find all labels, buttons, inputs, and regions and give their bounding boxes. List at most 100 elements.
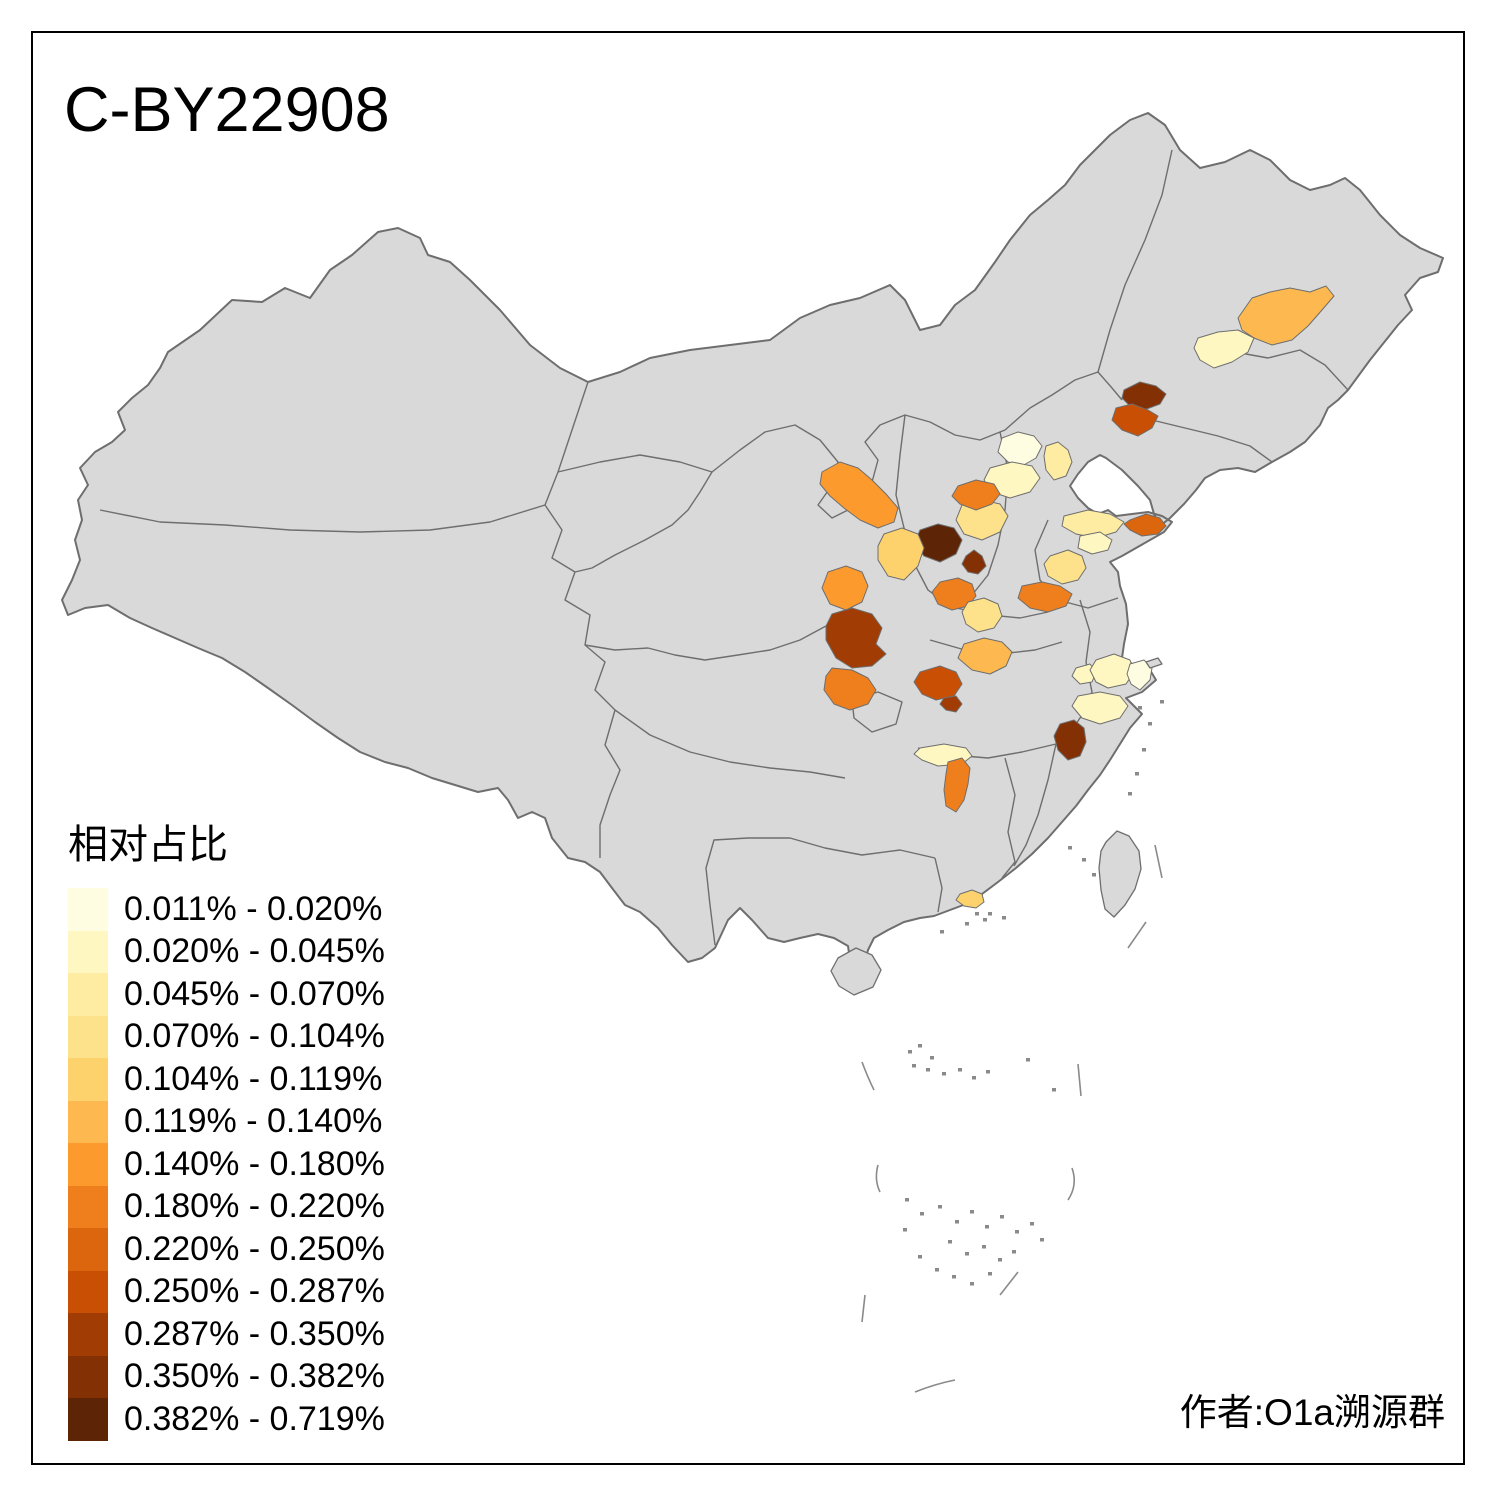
- region-liaoning-b: [1111, 403, 1159, 437]
- sea-islet-dot: [930, 1056, 934, 1060]
- region-zhejiang-north: [1071, 691, 1129, 725]
- legend-label: 0.140% - 0.180%: [124, 1144, 385, 1183]
- legend-swatch: [68, 888, 108, 931]
- sea-islet-dot: [998, 1258, 1002, 1262]
- legend-label: 0.250% - 0.287%: [124, 1272, 385, 1311]
- sea-islet-dot: [935, 1268, 939, 1272]
- sea-islet-dot: [982, 1245, 986, 1249]
- region-shandong-b: [1077, 531, 1113, 555]
- region-shaanxi-mid: [877, 527, 925, 581]
- sea-islet-dot: [965, 1252, 969, 1256]
- region-northeast-b: [1193, 329, 1255, 369]
- legend-row: 0.180% - 0.220%: [68, 1185, 385, 1228]
- sea-islet-dot: [1030, 1222, 1034, 1226]
- sea-islet-dot: [1082, 858, 1086, 862]
- island: [1145, 657, 1163, 669]
- region-shaanxi-south: [823, 667, 877, 711]
- legend-row: 0.287% - 0.350%: [68, 1313, 385, 1356]
- map-landmass-group: [61, 112, 1444, 975]
- sea-islet-dot: [970, 1282, 974, 1286]
- region-liaoning-a: [1121, 381, 1167, 411]
- province-border: [934, 857, 943, 913]
- legend-label: 0.382% - 0.719%: [124, 1399, 385, 1438]
- legend-label: 0.020% - 0.045%: [124, 932, 385, 971]
- province-border: [557, 454, 713, 573]
- province-border: [544, 381, 589, 506]
- sea-islet-dot: [958, 1068, 962, 1072]
- sea-islet-dot: [1068, 846, 1072, 850]
- map-islands-group: [830, 657, 1163, 996]
- province-border: [711, 371, 1123, 519]
- legend-label: 0.045% - 0.070%: [124, 974, 385, 1013]
- region-shaanxi-southwest: [825, 607, 887, 669]
- sea-boundary-dash: [875, 1164, 881, 1193]
- region-northeast-a: [1237, 285, 1335, 346]
- region-jiangsu-south: [1089, 653, 1135, 689]
- province-border: [1013, 743, 1057, 867]
- sea-islet-dot: [985, 1225, 989, 1229]
- sea-islet-dot: [1160, 700, 1164, 704]
- sea-islet-dot: [952, 1275, 956, 1279]
- map-province-borders-group: [99, 149, 1349, 946]
- sea-islet-dot: [988, 912, 992, 916]
- sea-boundary-dash: [861, 1061, 875, 1091]
- sea-islet-dot: [1040, 1238, 1044, 1242]
- china-outline: [61, 112, 1444, 975]
- sea-boundary-dash: [999, 1271, 1019, 1296]
- sea-islet-dot: [1026, 1058, 1030, 1062]
- region-shandong-c: [1043, 549, 1087, 585]
- legend-swatch: [68, 1228, 108, 1271]
- legend-label: 0.180% - 0.220%: [124, 1187, 385, 1226]
- province-border: [705, 837, 790, 946]
- sea-boundary-dash: [861, 1294, 866, 1323]
- region-hubei-small: [939, 695, 963, 713]
- sea-islet-dot: [942, 1072, 946, 1076]
- region-tianjin: [1043, 441, 1073, 481]
- legend-row: 0.011% - 0.020%: [68, 888, 385, 931]
- sea-islet-dot: [1012, 1250, 1016, 1254]
- legend-label: 0.104% - 0.119%: [124, 1059, 383, 1098]
- legend-row: 0.070% - 0.104%: [68, 1015, 385, 1058]
- sea-islet-dot: [938, 1205, 942, 1209]
- legend-row: 0.350% - 0.382%: [68, 1355, 385, 1398]
- region-shaanxi-north: [819, 461, 899, 529]
- sea-islet-dot: [972, 1076, 976, 1080]
- attribution: 作者:O1a溯源群: [1179, 1392, 1445, 1433]
- legend-label: 0.119% - 0.140%: [124, 1102, 383, 1141]
- sea-islet-dot: [908, 1050, 912, 1054]
- sea-islet-dot: [912, 1064, 916, 1068]
- sea-islet-dot: [1148, 722, 1152, 726]
- sea-islet-dot: [1092, 873, 1096, 877]
- sea-islet-dot: [1000, 1215, 1004, 1219]
- region-beijing: [997, 431, 1043, 467]
- legend-swatch: [68, 1015, 108, 1058]
- legend-row: 0.220% - 0.250%: [68, 1228, 385, 1271]
- region-henan-east: [1017, 581, 1073, 613]
- map-sea-marks-group: [861, 700, 1164, 1393]
- sea-islet-dot: [920, 1212, 924, 1216]
- legend-label: 0.350% - 0.382%: [124, 1357, 385, 1396]
- region-shanghai: [1126, 659, 1153, 691]
- sea-islet-dot: [1015, 1230, 1019, 1234]
- region-anhui-south: [1071, 663, 1097, 685]
- province-border: [544, 504, 621, 858]
- legend-row: 0.382% - 0.719%: [68, 1398, 385, 1441]
- legend-swatch: [68, 1143, 108, 1186]
- legend-row: 0.020% - 0.045%: [68, 930, 385, 973]
- legend-row: 0.140% - 0.180%: [68, 1143, 385, 1186]
- region-henan-south: [957, 637, 1013, 675]
- legend-title: 相对占比: [68, 823, 228, 867]
- legend-row: 0.119% - 0.140%: [68, 1100, 385, 1143]
- sea-islet-dot: [970, 1210, 974, 1214]
- legend-swatch: [68, 1313, 108, 1356]
- sea-islet-dot: [1135, 772, 1139, 776]
- sea-boundary-dash: [1077, 1063, 1082, 1097]
- region-shandong-tip: [1123, 513, 1167, 537]
- province-border: [614, 709, 846, 779]
- sea-boundary-dash: [914, 1379, 956, 1393]
- region-shanxi-north: [951, 479, 1001, 511]
- legend-swatch: [68, 930, 108, 973]
- province-border: [851, 691, 903, 733]
- sea-islet-dot: [918, 1044, 922, 1048]
